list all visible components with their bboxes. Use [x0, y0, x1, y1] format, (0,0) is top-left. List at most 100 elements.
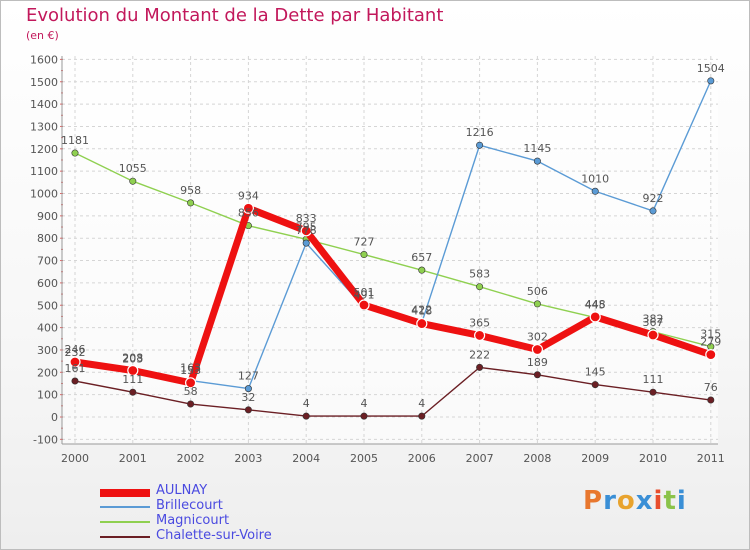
data-point — [533, 157, 541, 165]
data-point — [244, 406, 252, 414]
data-point — [531, 343, 544, 356]
logo-letter: P — [583, 486, 604, 516]
x-tick-label: 2002 — [177, 452, 205, 465]
legend-item: Chalette-sur-Voire — [100, 528, 400, 544]
chart-title: Evolution du Montant de la Dette par Hab… — [26, 5, 444, 26]
data-point — [129, 388, 137, 396]
plot-area — [62, 56, 718, 444]
x-tick-label: 2007 — [466, 452, 494, 465]
y-tick-label: 1400 — [30, 98, 58, 111]
y-tick-label: 0 — [51, 411, 58, 424]
y-tick-label: 1600 — [30, 53, 58, 66]
data-point — [302, 239, 310, 247]
logo-letter: i — [653, 486, 664, 516]
data-point — [591, 381, 599, 389]
data-label: 222 — [469, 348, 490, 361]
y-tick-label: 1100 — [30, 165, 58, 178]
data-label: 657 — [411, 251, 432, 264]
data-label: 1504 — [697, 62, 725, 75]
data-label: 153 — [180, 364, 201, 377]
data-point — [360, 412, 368, 420]
data-label: 1181 — [61, 134, 89, 147]
data-label: 111 — [643, 373, 664, 386]
legend-label: Chalette-sur-Voire — [156, 528, 272, 543]
data-label: 1145 — [523, 142, 551, 155]
data-point — [589, 311, 601, 323]
data-label: 1010 — [581, 172, 609, 185]
legend-label: Magnicourt — [156, 513, 230, 528]
data-label: 382 — [643, 313, 664, 326]
data-label: 111 — [122, 373, 143, 386]
data-point — [360, 251, 368, 259]
y-tick-label: 300 — [37, 344, 58, 357]
proxiti-logo: Proxiti — [583, 486, 687, 516]
y-tick-label: 100 — [37, 389, 58, 402]
y-tick-label: 400 — [37, 322, 58, 335]
data-point — [476, 141, 484, 149]
logo-letter: i — [676, 486, 687, 516]
data-point — [476, 283, 484, 291]
data-point — [591, 187, 599, 195]
data-label: 1055 — [119, 162, 147, 175]
data-point — [647, 329, 659, 341]
data-label: 163 — [180, 362, 201, 375]
data-label: 302 — [527, 331, 548, 344]
data-point — [300, 225, 312, 237]
logo-letter: x — [635, 486, 654, 516]
data-label: 727 — [354, 236, 375, 249]
x-tick-label: 2011 — [697, 452, 725, 465]
legend-swatch — [100, 506, 150, 508]
data-point — [69, 356, 81, 368]
logo-letter: t — [663, 486, 677, 516]
x-tick-label: 2004 — [292, 452, 320, 465]
data-label: 445 — [585, 299, 606, 312]
data-label: 279 — [700, 336, 721, 349]
data-label: 4 — [361, 397, 368, 410]
data-point — [533, 371, 541, 379]
series-line-aulnay — [71, 204, 715, 387]
y-tick-label: 600 — [37, 277, 58, 290]
data-label: 232 — [65, 346, 86, 359]
data-label: 76 — [704, 381, 718, 394]
legend-swatch — [100, 521, 150, 523]
data-label: 491 — [354, 288, 375, 301]
data-label: 418 — [411, 305, 432, 318]
data-point — [358, 299, 370, 311]
y-tick-label: 1000 — [30, 188, 58, 201]
data-label: 365 — [469, 316, 490, 329]
data-label: 506 — [527, 285, 548, 298]
y-tick-label: 800 — [37, 232, 58, 245]
data-label: 1216 — [466, 126, 494, 139]
x-tick-label: 2009 — [581, 452, 609, 465]
data-label: 934 — [238, 189, 259, 202]
data-label: 448 — [585, 298, 606, 311]
data-label: 778 — [296, 224, 317, 237]
data-label: 189 — [527, 356, 548, 369]
x-tick-label: 2010 — [639, 452, 667, 465]
data-label: 4 — [418, 397, 425, 410]
x-tick-label: 2008 — [523, 452, 551, 465]
legend-item: Magnicourt — [100, 513, 400, 529]
data-label: 145 — [585, 366, 606, 379]
data-label: 958 — [180, 184, 201, 197]
y-tick-label: 700 — [37, 255, 58, 268]
data-point — [302, 412, 310, 420]
data-label: 367 — [643, 316, 664, 329]
y-tick-label: 900 — [37, 210, 58, 223]
data-label: 795 — [296, 220, 317, 233]
legend-label: Brillecourt — [156, 498, 223, 513]
data-label: 583 — [469, 268, 490, 281]
logo-letter: o — [616, 486, 636, 516]
data-point — [418, 266, 426, 274]
x-tick-label: 2005 — [350, 452, 378, 465]
data-label: 203 — [122, 353, 143, 366]
data-point — [244, 385, 252, 393]
data-point — [649, 388, 657, 396]
data-point — [185, 377, 197, 389]
legend-swatch — [100, 536, 150, 538]
data-point — [476, 363, 484, 371]
data-point — [242, 202, 254, 214]
data-point — [71, 149, 79, 157]
y-tick-label: 1500 — [30, 76, 58, 89]
data-label: 208 — [122, 352, 143, 365]
